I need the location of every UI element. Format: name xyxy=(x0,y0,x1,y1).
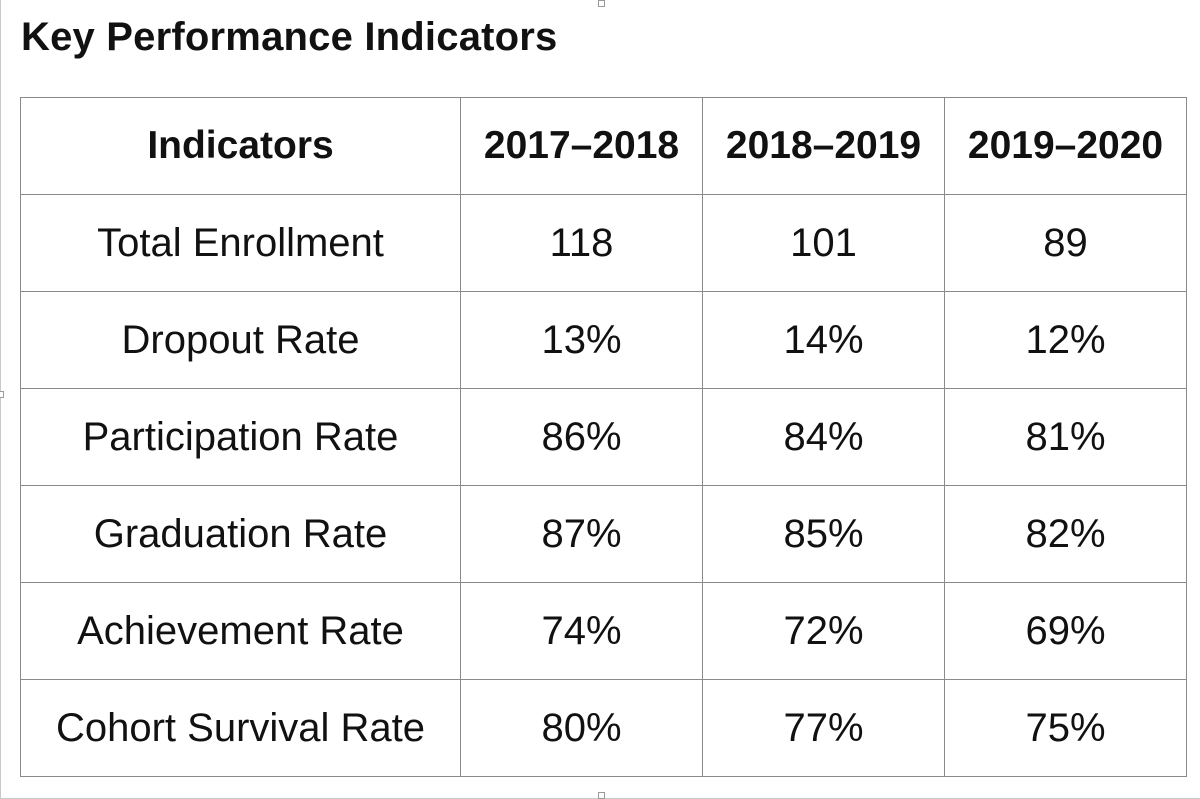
table-row: Graduation Rate 87% 85% 82% xyxy=(20,485,1187,583)
table-cell: 84% xyxy=(702,388,945,486)
table-cell: 86% xyxy=(460,388,703,486)
table-row: Participation Rate 86% 84% 81% xyxy=(20,388,1187,486)
table-row: Achievement Rate 74% 72% 69% xyxy=(20,582,1187,680)
table-row: Total Enrollment 118 101 89 xyxy=(20,194,1187,292)
table-cell: 13% xyxy=(460,291,703,389)
table-cell: 77% xyxy=(702,679,945,777)
table-cell: 82% xyxy=(944,485,1187,583)
table-cell: 75% xyxy=(944,679,1187,777)
header-year-2017-2018: 2017–2018 xyxy=(460,97,703,195)
table-cell: 81% xyxy=(944,388,1187,486)
table-cell: 80% xyxy=(460,679,703,777)
table-row: Cohort Survival Rate 80% 77% 75% xyxy=(20,679,1187,777)
header-indicators: Indicators xyxy=(20,97,461,195)
row-label: Graduation Rate xyxy=(20,485,461,583)
row-label: Total Enrollment xyxy=(20,194,461,292)
resize-handle-bottom[interactable] xyxy=(598,792,605,799)
header-year-2019-2020: 2019–2020 xyxy=(944,97,1187,195)
header-year-2018-2019: 2018–2019 xyxy=(702,97,945,195)
document-title: Key Performance Indicators xyxy=(21,15,558,59)
table-row: Dropout Rate 13% 14% 12% xyxy=(20,291,1187,389)
table-cell: 89 xyxy=(944,194,1187,292)
row-label: Cohort Survival Rate xyxy=(20,679,461,777)
table-cell: 118 xyxy=(460,194,703,292)
table-cell: 72% xyxy=(702,582,945,680)
row-label: Dropout Rate xyxy=(20,291,461,389)
table-cell: 87% xyxy=(460,485,703,583)
table-cell: 85% xyxy=(702,485,945,583)
table-header-row: Indicators 2017–2018 2018–2019 2019–2020 xyxy=(20,97,1187,195)
table-cell: 69% xyxy=(944,582,1187,680)
table-cell: 101 xyxy=(702,194,945,292)
row-label: Achievement Rate xyxy=(20,582,461,680)
row-label: Participation Rate xyxy=(20,388,461,486)
kpi-table: Indicators 2017–2018 2018–2019 2019–2020… xyxy=(20,97,1187,777)
resize-handle-top[interactable] xyxy=(598,0,605,7)
table-cell: 12% xyxy=(944,291,1187,389)
resize-handle-left[interactable] xyxy=(0,391,4,398)
table-cell: 74% xyxy=(460,582,703,680)
table-cell: 14% xyxy=(702,291,945,389)
